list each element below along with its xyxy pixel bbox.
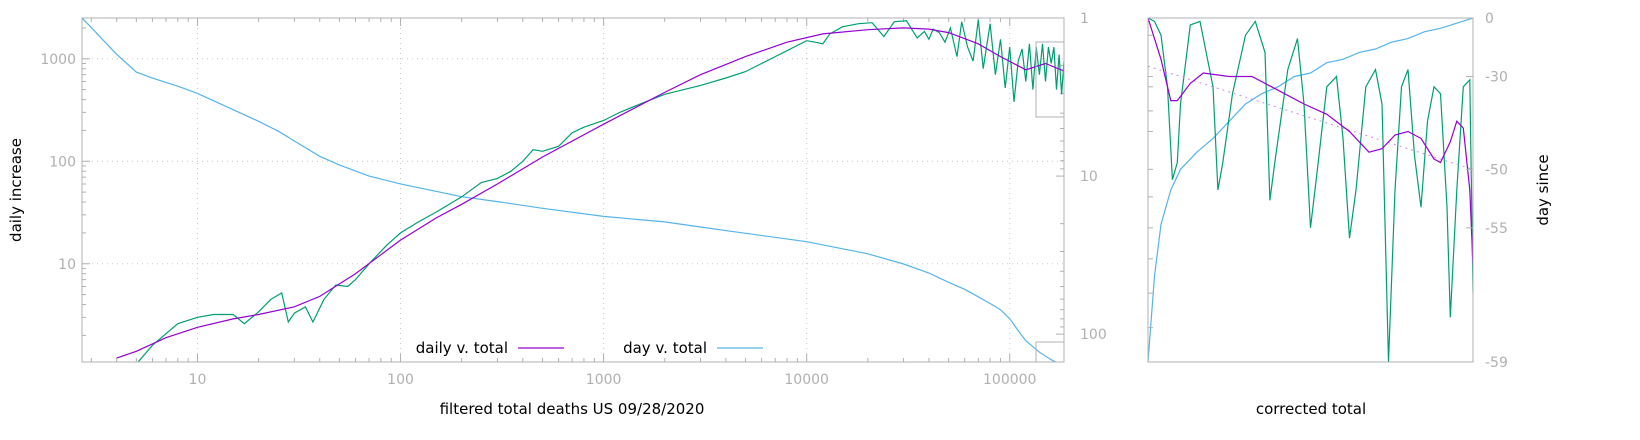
side-y2-tick-label: -50 xyxy=(1485,162,1508,178)
x-tick-label: 100 xyxy=(387,372,414,388)
side-y2-axis-label: day since xyxy=(1534,154,1552,225)
legend-label-day: day v. total xyxy=(623,339,707,357)
side-y2-tick-label: -59 xyxy=(1485,355,1508,371)
side-series-line-1 xyxy=(1148,65,1473,170)
side-y2-tick-label: -30 xyxy=(1485,69,1508,85)
side-x-axis-label: corrected total xyxy=(1256,400,1366,418)
x-tick-label: 10 xyxy=(189,372,207,388)
series-line-0 xyxy=(116,27,1064,359)
series-line-1 xyxy=(116,19,1064,362)
side-series-line-3 xyxy=(1148,18,1473,362)
y-tick-label: 100 xyxy=(49,154,76,170)
x-tick-label: 1000 xyxy=(586,372,622,388)
side-y2-tick-label: -55 xyxy=(1485,221,1508,237)
side-y2-tick-label: 0 xyxy=(1485,11,1494,27)
series-line-2 xyxy=(82,18,1057,362)
plot-frame xyxy=(81,17,1065,363)
y2-tick-label: 1 xyxy=(1080,11,1089,27)
x-tick-label: 100000 xyxy=(983,372,1036,388)
y-tick-label: 10 xyxy=(58,257,76,273)
y-axis-label: daily increase xyxy=(7,138,25,242)
y2-tick-label: 100 xyxy=(1080,327,1107,343)
y2-tick-label: 10 xyxy=(1080,169,1098,185)
x-tick-label: 10000 xyxy=(784,372,829,388)
x-axis-label: filtered total deaths US 09/28/2020 xyxy=(440,400,705,418)
side-series-line-0 xyxy=(1148,18,1473,266)
legend-label-daily: daily v. total xyxy=(416,339,508,357)
side-plot: 0 -30 -50 -55 -59 corrected total day since xyxy=(1147,11,1552,418)
side-plot-frame xyxy=(1147,17,1474,363)
main-plot: 10 100 1000 10000 100000101001000110100daily… xyxy=(7,11,1107,418)
side-series-line-2 xyxy=(1148,18,1473,362)
y-tick-label: 1000 xyxy=(40,52,76,68)
